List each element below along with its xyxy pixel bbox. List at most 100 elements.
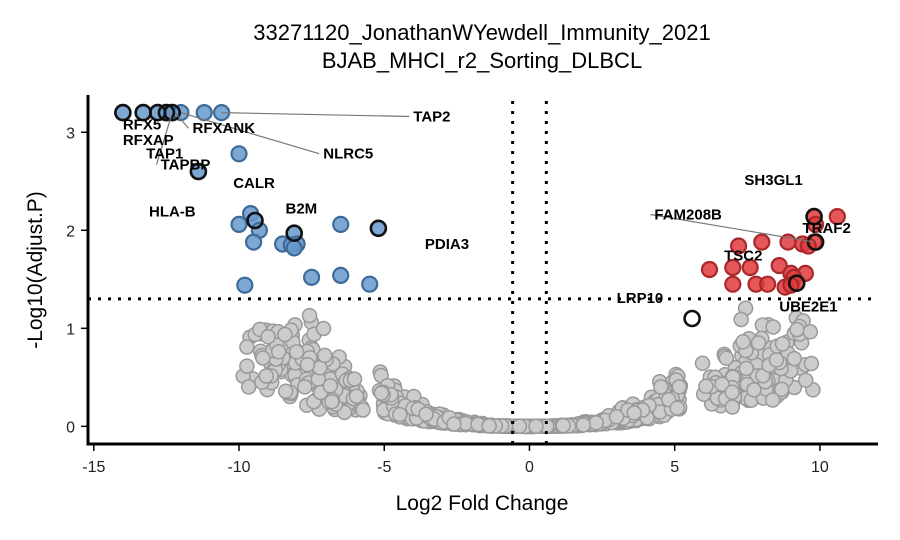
y-tick-label: 3	[66, 125, 75, 142]
ns-point	[418, 406, 434, 422]
ns-point	[671, 379, 688, 395]
ns-point	[301, 307, 318, 324]
ns-point	[299, 356, 316, 373]
ns-point	[317, 347, 333, 364]
ns-point	[733, 311, 749, 328]
chart-subtitle: BJAB_MHCI_r2_Sorting_DLBCL	[322, 48, 642, 73]
ns-point	[555, 417, 571, 434]
ns-point	[765, 319, 781, 335]
ns-point	[528, 418, 544, 435]
ns-point	[270, 344, 287, 360]
ns-point	[724, 384, 740, 401]
up-point	[770, 257, 788, 275]
gene-label: SH3GL1	[744, 172, 802, 189]
highlight-point	[189, 162, 208, 181]
ns-point	[322, 378, 339, 394]
x-tick-label: 5	[670, 459, 679, 476]
y-tick-label: 1	[66, 321, 75, 338]
ns-point	[750, 335, 767, 351]
highlight-point	[246, 211, 264, 230]
label-leader-lines	[156, 112, 815, 243]
down-point	[236, 276, 254, 294]
label-leader-line	[156, 112, 173, 165]
significant-points	[114, 103, 846, 328]
ns-point	[511, 418, 528, 435]
gene-label: FAM208B	[654, 207, 722, 224]
up-point	[828, 208, 846, 226]
down-point	[285, 239, 303, 257]
chart-title: 33271120_JonathanWYewdell_Immunity_2021	[253, 20, 710, 45]
ns-point	[802, 324, 819, 340]
ns-point	[735, 334, 751, 350]
down-point	[332, 215, 350, 233]
gene-label: TAP2	[413, 108, 450, 125]
highlight-point	[114, 103, 132, 122]
y-tick-label: 0	[66, 419, 75, 436]
gene-label: TSC2	[724, 248, 762, 265]
gene-label: PDIA3	[425, 236, 469, 253]
ns-point	[239, 339, 255, 355]
up-point	[741, 258, 759, 277]
gene-label: NLRC5	[323, 146, 373, 163]
ns-point	[698, 378, 714, 395]
ns-point	[392, 406, 408, 423]
highlight-point	[787, 274, 806, 293]
ns-point	[255, 350, 271, 366]
gene-label: UBE2E1	[779, 299, 837, 316]
ns-point	[288, 344, 305, 360]
ns-point	[718, 350, 735, 366]
ns-point	[773, 381, 790, 398]
ns-point	[239, 358, 255, 374]
gene-label: LRP10	[617, 290, 664, 307]
down-point	[361, 275, 379, 293]
highlight-point	[683, 309, 701, 328]
down-point	[332, 266, 350, 284]
ns-point	[277, 326, 293, 343]
y-tick-label: 2	[66, 223, 75, 240]
ns-point	[653, 379, 669, 395]
ns-point	[346, 371, 363, 387]
x-tick-label: -15	[82, 459, 105, 476]
ns-point	[260, 328, 276, 345]
label-leader-line	[650, 213, 815, 243]
up-point	[700, 260, 719, 279]
axes: -15 -10 -5 0 5 10 0 1 2 3	[66, 95, 878, 476]
threshold-lines	[88, 101, 878, 444]
x-tick-label: 10	[811, 459, 829, 476]
highlight-point	[285, 224, 304, 242]
ns-point	[746, 382, 762, 398]
ns-point	[608, 409, 625, 425]
highlight-point	[806, 233, 825, 251]
down-point	[230, 215, 248, 233]
ns-point	[714, 376, 730, 392]
x-tick-label: -5	[377, 459, 391, 476]
down-point	[245, 233, 263, 251]
non-significant-points	[235, 300, 821, 435]
highlight-point	[369, 219, 388, 238]
highlight-point	[805, 207, 823, 226]
ns-point	[626, 405, 642, 421]
gene-label: TAP1	[146, 146, 183, 163]
label-leader-line	[180, 112, 320, 155]
ns-point	[240, 379, 257, 395]
ns-point	[694, 355, 711, 372]
ns-point	[575, 417, 592, 433]
ns-point	[348, 388, 365, 404]
ns-point	[669, 400, 685, 416]
gene-label: RFX5	[123, 116, 161, 133]
ns-point	[355, 402, 371, 418]
x-axis-title: Log2 Fold Change	[396, 492, 569, 515]
ns-point	[373, 385, 390, 401]
gene-label: RFXANK	[193, 120, 256, 137]
ns-point	[315, 320, 332, 337]
ns-point	[588, 414, 604, 431]
x-tick-label: -10	[227, 459, 250, 476]
down-point	[303, 268, 321, 286]
up-point	[724, 275, 742, 293]
ns-point	[481, 418, 497, 434]
down-point	[230, 145, 248, 163]
ns-point	[297, 379, 313, 395]
ns-point	[797, 372, 814, 388]
